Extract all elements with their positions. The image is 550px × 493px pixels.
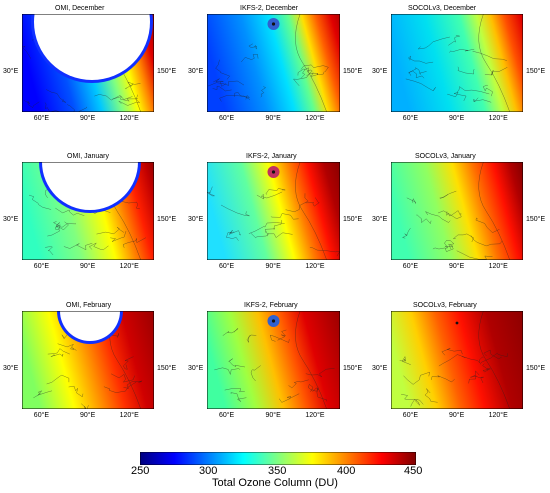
map-frame: [391, 162, 523, 260]
map-frame: [207, 311, 340, 409]
country-borders: [207, 14, 329, 112]
lon-label: 150°E: [157, 67, 177, 75]
ozone-field: [207, 14, 340, 112]
x-tick-label: 90°E: [449, 412, 465, 419]
x-tick-label: 90°E: [449, 115, 465, 122]
x-tick-label: 60°E: [33, 263, 50, 270]
pole-dot: [271, 22, 276, 26]
map-frame: [207, 162, 340, 260]
x-tick-label: 90°E: [265, 412, 281, 419]
x-tick-label: 60°E: [218, 412, 235, 419]
map-frame: [391, 311, 523, 409]
panel-title: SOCOLv3, January: [415, 153, 476, 160]
x-tick-label: 60°E: [33, 115, 50, 122]
lon-label: 150°E: [526, 364, 546, 372]
lon-label: 150°E: [343, 364, 363, 372]
ozone-map: [22, 311, 154, 409]
colorbar-tick-250: 250: [131, 465, 150, 477]
lat-label: 30°E: [372, 364, 388, 372]
panel-title: IKFS-2, December: [240, 5, 298, 12]
lon-label: 150°E: [343, 67, 363, 75]
x-tick-label: 90°E: [80, 263, 96, 270]
ozone-field: [391, 14, 523, 112]
colorbar-label: Total Ozone Column (DU): [212, 477, 338, 489]
ozone-map: [207, 311, 340, 409]
lat-label: 30°E: [3, 67, 19, 75]
ozone-field: [207, 311, 340, 409]
pole-dot: [271, 319, 276, 323]
x-tick-label: 120°E: [488, 412, 508, 419]
colorbar: [140, 452, 416, 465]
pole-dot: [455, 321, 459, 325]
ozone-field: [391, 311, 523, 409]
panel-title: OMI, January: [67, 153, 110, 160]
panel-title: OMI, February: [66, 302, 112, 309]
country-borders: [399, 311, 510, 409]
panel-title: IKFS-2, February: [244, 302, 298, 309]
x-tick-label: 120°E: [119, 412, 139, 419]
x-tick-label: 120°E: [119, 115, 139, 122]
colorbar-tick-300: 300: [199, 465, 218, 477]
lon-label: 150°E: [526, 215, 546, 223]
ozone-map: [22, 14, 154, 112]
map-frame: [22, 162, 154, 260]
no-data-region: [34, 14, 150, 80]
x-tick-label: 90°E: [265, 263, 281, 270]
panel-title: OMI, December: [55, 5, 105, 12]
lat-label: 30°E: [372, 67, 388, 75]
x-tick-label: 60°E: [218, 263, 235, 270]
lon-label: 150°E: [157, 364, 177, 372]
ozone-field: [391, 162, 523, 260]
x-tick-label: 120°E: [305, 412, 325, 419]
pole-dot: [271, 170, 276, 174]
x-tick-label: 60°E: [402, 412, 419, 419]
ozone-field: [207, 162, 340, 260]
x-tick-label: 60°E: [33, 412, 50, 419]
x-tick-label: 90°E: [449, 263, 465, 270]
panel-title: SOCOLv3, February: [413, 302, 477, 309]
map-frame: [391, 14, 523, 112]
country-borders: [214, 311, 335, 409]
x-tick-label: 120°E: [305, 115, 325, 122]
x-tick-label: 120°E: [488, 115, 508, 122]
no-data-region: [60, 311, 120, 341]
ozone-map: [391, 14, 523, 112]
x-tick-label: 60°E: [402, 115, 419, 122]
country-borders: [402, 162, 510, 260]
map-frame: [22, 311, 154, 409]
map-frame: [22, 14, 154, 112]
ozone-map: [391, 162, 523, 260]
x-tick-label: 120°E: [119, 263, 139, 270]
lat-label: 30°E: [372, 215, 388, 223]
x-tick-label: 90°E: [80, 412, 96, 419]
lon-label: 150°E: [526, 67, 546, 75]
colorbar-tick-450: 450: [404, 465, 423, 477]
panel-title: IKFS-2, January: [246, 153, 297, 160]
colorbar-tick-400: 400: [337, 465, 356, 477]
ozone-map: [22, 162, 154, 260]
lat-label: 30°E: [3, 215, 19, 223]
lon-label: 150°E: [157, 215, 177, 223]
map-frame: [207, 14, 340, 112]
lat-label: 30°E: [188, 67, 204, 75]
x-tick-label: 90°E: [265, 115, 281, 122]
ozone-map: [207, 162, 340, 260]
x-tick-label: 120°E: [488, 263, 508, 270]
lat-label: 30°E: [3, 364, 19, 372]
ozone-map: [391, 311, 523, 409]
lat-label: 30°E: [188, 364, 204, 372]
ozone-map: [207, 14, 340, 112]
x-tick-label: 120°E: [305, 263, 325, 270]
country-borders: [405, 14, 510, 112]
x-tick-label: 60°E: [218, 115, 235, 122]
x-tick-label: 60°E: [402, 263, 419, 270]
country-borders: [207, 162, 340, 260]
lon-label: 150°E: [343, 215, 363, 223]
no-data-region: [42, 162, 138, 210]
lat-label: 30°E: [188, 215, 204, 223]
panel-title: SOCOLv3, December: [408, 5, 477, 12]
colorbar-tick-350: 350: [268, 465, 287, 477]
x-tick-label: 90°E: [80, 115, 96, 122]
